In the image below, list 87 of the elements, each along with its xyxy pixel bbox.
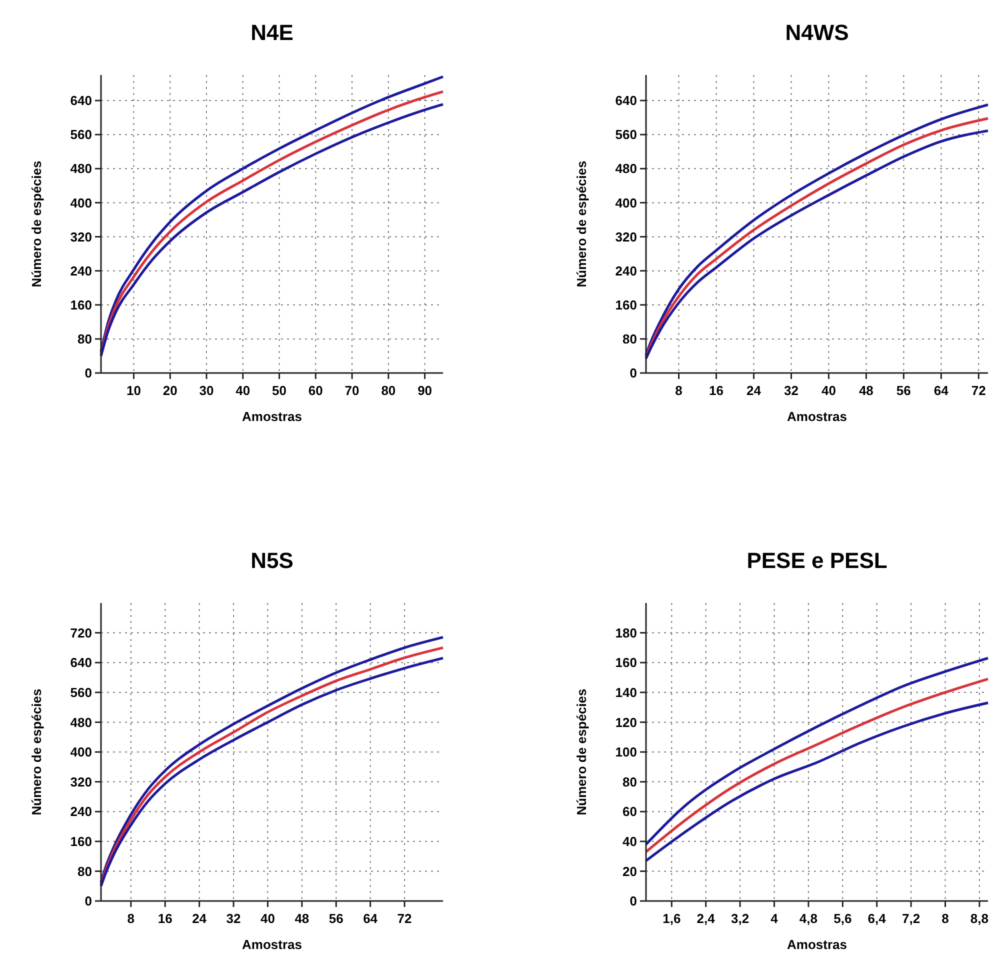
y-tick-label: 160	[70, 834, 92, 849]
y-tick-label: 20	[622, 864, 637, 879]
y-tick-label: 80	[622, 774, 637, 790]
x-tick-label: 48	[294, 911, 310, 926]
chart-title: N4E	[250, 20, 294, 45]
y-tick-label: 100	[615, 744, 637, 760]
chart-title: N5S	[250, 548, 294, 573]
x-tick-label: 56	[896, 383, 911, 398]
x-tick-label: 4,8	[799, 911, 818, 926]
y-tick-label: 400	[70, 195, 92, 210]
x-tick-label: 6,4	[868, 911, 887, 926]
x-axis-title: Amostras	[242, 409, 302, 424]
y-tick-label: 40	[622, 834, 637, 849]
y-tick-label: 80	[622, 331, 637, 346]
y-tick-label: 240	[615, 263, 637, 278]
x-tick-label: 8,8	[970, 911, 988, 926]
y-tick-label: 240	[70, 263, 92, 278]
y-tick-label: 480	[615, 161, 637, 176]
y-tick-label: 80	[78, 331, 92, 346]
x-tick-label: 64	[934, 383, 950, 398]
chart-title: PESE e PESL	[746, 548, 888, 573]
chart-title: N4WS	[785, 20, 849, 45]
x-tick-label: 10	[126, 383, 141, 398]
x-tick-label: 72	[397, 911, 412, 926]
x-tick-label: 50	[272, 383, 287, 398]
y-tick-label: 160	[615, 297, 637, 312]
x-tick-label: 90	[418, 383, 432, 398]
x-tick-label: 8	[675, 383, 682, 398]
y-tick-label: 480	[70, 161, 92, 176]
x-tick-label: 2,4	[696, 911, 716, 926]
y-tick-label: 160	[615, 655, 637, 670]
x-tick-label: 4	[770, 911, 779, 926]
x-tick-label: 8	[942, 911, 949, 926]
y-tick-label: 60	[622, 804, 637, 820]
y-tick-label: 560	[70, 127, 92, 142]
y-tick-label: 400	[70, 744, 92, 760]
y-tick-label: 320	[70, 229, 92, 244]
x-tick-label: 60	[308, 383, 323, 398]
y-tick-label: 140	[615, 684, 637, 700]
x-tick-label: 1,6	[662, 911, 681, 926]
x-tick-label: 40	[260, 911, 275, 926]
y-tick-label: 640	[70, 93, 92, 108]
y-tick-label: 240	[70, 804, 92, 820]
x-tick-label: 80	[381, 383, 396, 398]
x-tick-label: 16	[709, 383, 724, 398]
y-tick-label: 640	[70, 655, 92, 670]
y-tick-label: 560	[70, 684, 92, 700]
x-axis-title: Amostras	[787, 937, 847, 952]
y-tick-label: 0	[84, 366, 92, 381]
x-tick-label: 48	[858, 383, 874, 398]
x-tick-label: 56	[328, 911, 344, 926]
x-tick-label: 70	[344, 383, 360, 398]
x-tick-label: 20	[162, 383, 178, 398]
x-tick-label: 32	[784, 383, 798, 398]
y-tick-label: 160	[70, 297, 92, 312]
x-tick-label: 32	[226, 911, 241, 926]
x-tick-label: 24	[192, 911, 208, 926]
x-axis-title: Amostras	[242, 937, 302, 952]
y-axis-title: Número de espécies	[29, 160, 44, 288]
y-axis-title: Número de espécies	[574, 160, 589, 288]
y-axis-title: Número de espécies	[574, 688, 589, 816]
y-tick-label: 80	[78, 864, 92, 879]
y-tick-label: 720	[70, 625, 92, 640]
y-tick-label: 400	[615, 195, 637, 210]
x-tick-label: 40	[236, 383, 250, 398]
y-tick-label: 180	[615, 625, 637, 640]
y-tick-label: 120	[615, 714, 637, 730]
x-tick-label: 40	[821, 383, 836, 398]
y-tick-label: 640	[615, 93, 637, 108]
x-tick-label: 16	[158, 911, 172, 926]
x-tick-label: 24	[746, 383, 762, 398]
x-tick-label: 5,6	[834, 911, 852, 926]
x-tick-label: 7,2	[902, 911, 920, 926]
y-tick-label: 0	[84, 894, 92, 909]
y-tick-label: 560	[615, 127, 637, 142]
y-tick-label: 0	[630, 366, 637, 381]
x-tick-label: 64	[363, 911, 378, 926]
x-tick-label: 8	[127, 911, 135, 926]
y-tick-label: 480	[70, 714, 92, 730]
x-tick-label: 72	[971, 383, 986, 398]
y-axis-title: Número de espécies	[29, 688, 44, 816]
x-tick-label: 30	[199, 383, 214, 398]
x-tick-label: 3,2	[731, 911, 750, 926]
y-tick-label: 0	[630, 894, 637, 909]
x-axis-title: Amostras	[787, 409, 847, 424]
y-tick-label: 320	[70, 774, 92, 790]
y-tick-label: 320	[615, 229, 637, 244]
